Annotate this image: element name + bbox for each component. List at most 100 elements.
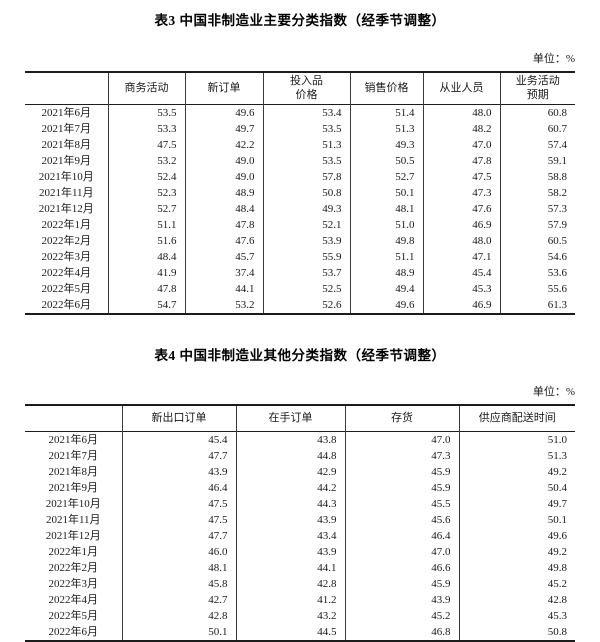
index-value-cell: 47.5 bbox=[108, 137, 185, 153]
row-month-label: 2021年12月 bbox=[25, 201, 108, 217]
index-value-cell: 47.8 bbox=[185, 217, 263, 233]
row-month-label: 2022年4月 bbox=[25, 265, 108, 281]
index-value-cell: 48.2 bbox=[423, 121, 500, 137]
index-value-cell: 52.5 bbox=[263, 281, 350, 297]
index-value-cell: 57.9 bbox=[500, 217, 575, 233]
index-value-cell: 50.1 bbox=[122, 624, 236, 641]
col-header-input-prices: 投入品 价格 bbox=[263, 72, 350, 104]
index-value-cell: 42.8 bbox=[459, 592, 575, 608]
index-value-cell: 45.9 bbox=[345, 480, 459, 496]
index-value-cell: 46.8 bbox=[345, 624, 459, 641]
row-month-label: 2021年6月 bbox=[25, 104, 108, 121]
index-value-cell: 50.8 bbox=[459, 624, 575, 641]
index-value-cell: 51.1 bbox=[108, 217, 185, 233]
index-value-cell: 47.6 bbox=[185, 233, 263, 249]
index-value-cell: 37.4 bbox=[185, 265, 263, 281]
index-value-cell: 42.2 bbox=[185, 137, 263, 153]
index-value-cell: 51.6 bbox=[108, 233, 185, 249]
index-value-cell: 53.5 bbox=[263, 153, 350, 169]
index-value-cell: 51.0 bbox=[459, 432, 575, 449]
index-value-cell: 52.1 bbox=[263, 217, 350, 233]
index-value-cell: 47.1 bbox=[423, 249, 500, 265]
index-value-cell: 43.4 bbox=[236, 528, 345, 544]
index-value-cell: 59.1 bbox=[500, 153, 575, 169]
row-month-label: 2021年9月 bbox=[25, 480, 122, 496]
index-value-cell: 50.1 bbox=[350, 185, 423, 201]
row-month-label: 2021年12月 bbox=[25, 528, 122, 544]
index-value-cell: 60.7 bbox=[500, 121, 575, 137]
index-value-cell: 45.7 bbox=[185, 249, 263, 265]
index-value-cell: 48.0 bbox=[423, 233, 500, 249]
col-header-inventory: 存货 bbox=[345, 405, 459, 432]
col-header-business-expectation: 业务活动 预期 bbox=[500, 72, 575, 104]
index-value-cell: 46.9 bbox=[423, 217, 500, 233]
table4-title: 表4 中国非制造业其他分类指数（经季节调整） bbox=[0, 344, 600, 364]
index-value-cell: 48.9 bbox=[350, 265, 423, 281]
index-value-cell: 49.3 bbox=[263, 201, 350, 217]
index-value-cell: 49.6 bbox=[185, 104, 263, 121]
index-value-cell: 45.9 bbox=[345, 464, 459, 480]
index-value-cell: 45.3 bbox=[459, 608, 575, 624]
index-value-cell: 61.3 bbox=[500, 297, 575, 314]
row-month-label: 2022年2月 bbox=[25, 233, 108, 249]
index-value-cell: 41.9 bbox=[108, 265, 185, 281]
index-value-cell: 41.2 bbox=[236, 592, 345, 608]
index-value-cell: 57.4 bbox=[500, 137, 575, 153]
index-value-cell: 52.7 bbox=[350, 169, 423, 185]
row-month-label: 2022年5月 bbox=[25, 281, 108, 297]
corner-cell bbox=[25, 405, 122, 432]
index-value-cell: 47.6 bbox=[423, 201, 500, 217]
row-month-label: 2022年1月 bbox=[25, 544, 122, 560]
index-value-cell: 45.3 bbox=[423, 281, 500, 297]
index-value-cell: 45.4 bbox=[122, 432, 236, 449]
index-value-cell: 49.4 bbox=[350, 281, 423, 297]
table3-title: 表3 中国非制造业主要分类指数（经季节调整） bbox=[0, 9, 600, 29]
index-value-cell: 49.6 bbox=[459, 528, 575, 544]
index-value-cell: 47.5 bbox=[423, 169, 500, 185]
index-value-cell: 44.1 bbox=[236, 560, 345, 576]
index-value-cell: 49.8 bbox=[350, 233, 423, 249]
index-value-cell: 53.3 bbox=[108, 121, 185, 137]
row-month-label: 2022年3月 bbox=[25, 249, 108, 265]
index-value-cell: 51.1 bbox=[350, 249, 423, 265]
index-value-cell: 45.4 bbox=[423, 265, 500, 281]
index-value-cell: 53.5 bbox=[108, 104, 185, 121]
row-month-label: 2021年9月 bbox=[25, 153, 108, 169]
index-value-cell: 55.6 bbox=[500, 281, 575, 297]
index-value-cell: 52.3 bbox=[108, 185, 185, 201]
index-value-cell: 55.9 bbox=[263, 249, 350, 265]
table3-header-row: 商务活动 新订单 投入品 价格 销售价格 从业人员 业务活动 预期 bbox=[25, 72, 575, 104]
index-value-cell: 44.8 bbox=[236, 448, 345, 464]
row-month-label: 2021年8月 bbox=[25, 464, 122, 480]
index-value-cell: 43.9 bbox=[122, 464, 236, 480]
index-value-cell: 48.4 bbox=[185, 201, 263, 217]
index-value-cell: 53.5 bbox=[263, 121, 350, 137]
index-value-cell: 48.9 bbox=[185, 185, 263, 201]
index-value-cell: 45.6 bbox=[345, 512, 459, 528]
index-value-cell: 43.2 bbox=[236, 608, 345, 624]
index-value-cell: 47.0 bbox=[345, 544, 459, 560]
index-value-cell: 53.9 bbox=[263, 233, 350, 249]
index-value-cell: 47.0 bbox=[345, 432, 459, 449]
index-value-cell: 51.0 bbox=[350, 217, 423, 233]
index-value-cell: 47.3 bbox=[345, 448, 459, 464]
index-value-cell: 42.8 bbox=[122, 608, 236, 624]
row-month-label: 2021年10月 bbox=[25, 169, 108, 185]
index-value-cell: 49.0 bbox=[185, 169, 263, 185]
index-value-cell: 48.1 bbox=[122, 560, 236, 576]
index-value-cell: 54.6 bbox=[500, 249, 575, 265]
